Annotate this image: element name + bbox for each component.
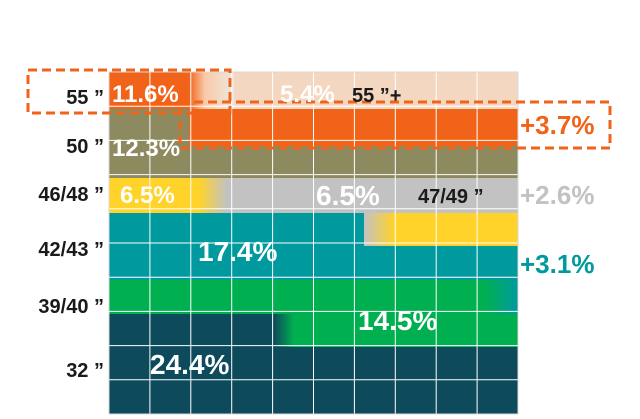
band-47-fade <box>364 213 394 246</box>
band-32-fade <box>274 314 294 347</box>
value-label-50: 12.3% <box>112 135 180 162</box>
value-label-55: 11.6% <box>112 81 179 108</box>
plot-frame <box>108 71 519 415</box>
value-label-55-plus: 5.4% <box>280 81 335 108</box>
category-label-50: 50 ” <box>66 136 104 158</box>
band-39-40-lower <box>294 314 518 347</box>
band-46-48-right <box>394 213 518 246</box>
change-label-42-43: +3.1% <box>520 249 594 279</box>
category-label-32: 32 ” <box>66 360 104 382</box>
band-39-fade <box>484 280 518 314</box>
band-39-40-right <box>294 280 518 314</box>
value-label-47-49: 6.5% <box>316 180 380 211</box>
category-label-47-49: 47/49 ” <box>418 186 484 208</box>
category-label-42-43: 42/43 ” <box>38 239 104 261</box>
value-label-32: 24.4% <box>150 349 229 380</box>
band-46-48 <box>109 178 199 213</box>
category-label-55: 55 ” <box>66 87 104 109</box>
category-label-55-plus: 55 ”+ <box>352 85 401 107</box>
value-label-42-43: 17.4% <box>198 236 277 267</box>
category-label-39-40: 39/40 ” <box>38 296 104 318</box>
callout-box-55 <box>26 68 232 115</box>
callout-box-55-growth <box>178 100 612 150</box>
band-55-top-left <box>109 72 189 109</box>
value-label-39-40: 14.5% <box>358 305 437 336</box>
band-55-expanded <box>189 109 518 146</box>
band-47-mid <box>364 178 394 213</box>
value-label-46-48: 6.5% <box>120 182 175 209</box>
change-label-55: +3.7% <box>520 110 594 140</box>
band-50-upper <box>109 109 189 146</box>
band-46-48-fade <box>199 178 227 213</box>
change-label-47-49: +2.6% <box>520 180 594 210</box>
category-label-46-48: 46/48 ” <box>38 184 104 206</box>
